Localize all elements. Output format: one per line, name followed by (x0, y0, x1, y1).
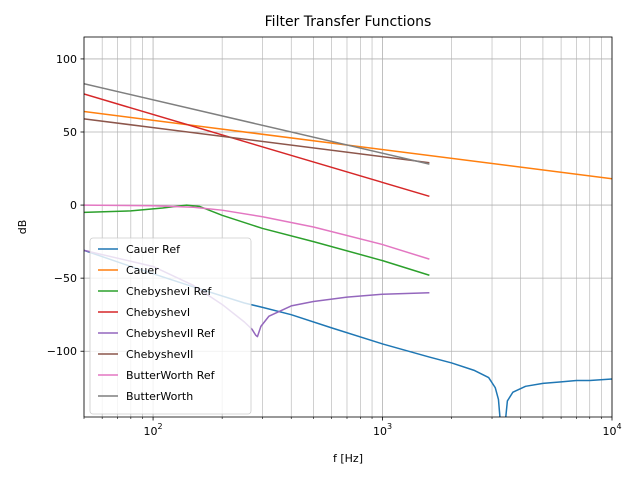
legend-label: Cauer (126, 264, 159, 277)
y-tick-label: 100 (56, 53, 77, 66)
y-tick-label: −100 (47, 345, 77, 358)
series-line (84, 93, 430, 198)
series-line (84, 118, 430, 164)
legend-label: ChebyshevI (126, 306, 190, 319)
series-line (84, 204, 430, 260)
legend-box (89, 237, 252, 415)
ticks: 102 103 104 100 50 0 −50 −100 (47, 53, 622, 438)
x-tick-label: 104 (602, 422, 621, 438)
series-line (84, 204, 430, 276)
chart-title: Filter Transfer Functions (265, 14, 432, 30)
y-tick-label: 0 (70, 199, 77, 212)
series-group (84, 83, 612, 417)
y-tick-label: −50 (54, 272, 77, 285)
legend-label: ButterWorth Ref (126, 369, 216, 382)
x-tick-label: 103 (373, 422, 392, 438)
legend-label: ChebyshevII Ref (126, 327, 216, 340)
legend-label: ButterWorth (126, 390, 193, 403)
legend-label: Cauer Ref (126, 243, 181, 256)
x-axis-label: f [Hz] (333, 452, 363, 465)
legend-label: ChebyshevI Ref (126, 285, 213, 298)
series-line (84, 249, 612, 417)
plot-frame (83, 36, 613, 418)
y-axis-label: dB (16, 220, 29, 235)
x-tick-label: 102 (144, 422, 163, 438)
series-line (84, 83, 430, 165)
y-tick-label: 50 (63, 126, 77, 139)
legend-label: ChebyshevII (126, 348, 193, 361)
legend: Cauer Ref Cauer ChebyshevI Ref ChebyshevI Ch… (89, 237, 252, 415)
